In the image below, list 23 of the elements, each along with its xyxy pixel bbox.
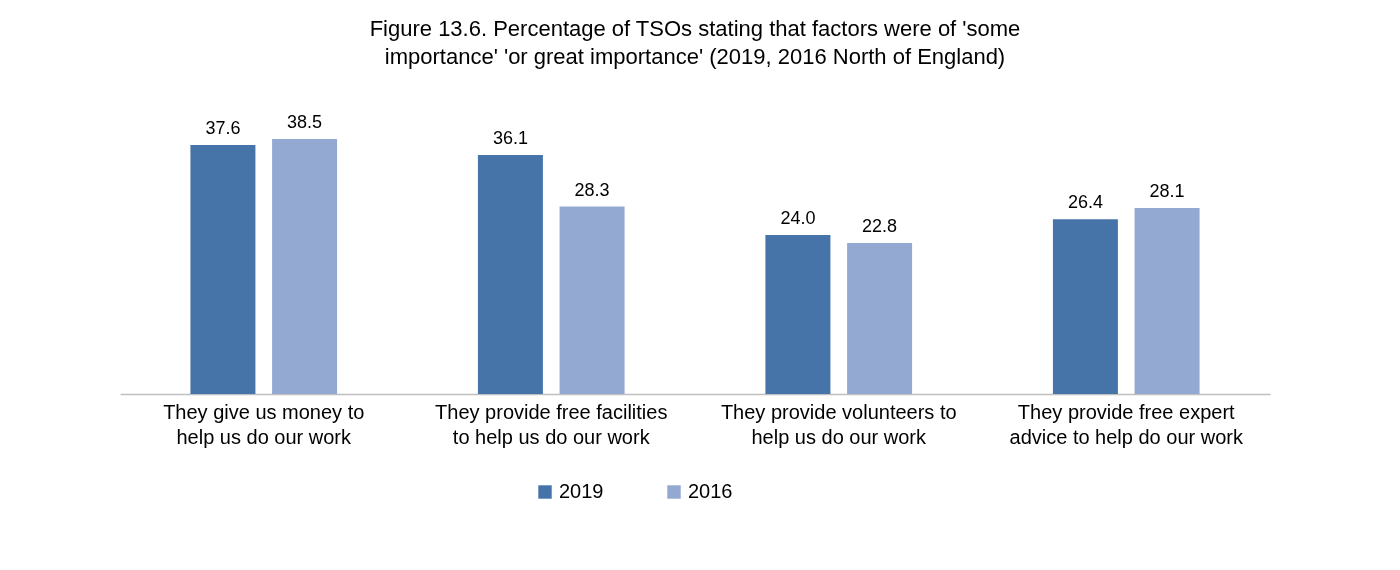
data-label: 28.1 [1149, 180, 1185, 201]
x-tick-label: They provide free expert advice to help do our work [1009, 400, 1244, 448]
bar [1134, 207, 1200, 394]
bar [765, 235, 831, 394]
data-label: 38.5 [287, 112, 323, 132]
bar [190, 144, 256, 394]
x-tick-label: They provide volunteers to help us do our work [720, 400, 957, 448]
x-tick-label: They give us money to help us do our work [163, 400, 365, 448]
bar [847, 242, 913, 394]
x-tick-label: They provide free facilities to help us do our work [435, 400, 668, 448]
data-label: 37.6 [205, 117, 241, 138]
legend-label: 2019 [559, 480, 604, 502]
bar [477, 154, 543, 394]
chart-title: Figure 13.6. Percentage of TSOs stating that factors were of 'some importance' 'or great importance' (2019, 2016 North of England) [369, 16, 1021, 69]
legend-label: 2016 [688, 480, 733, 502]
data-label: 26.4 [1067, 192, 1103, 213]
data-label: 36.1 [492, 127, 528, 148]
data-label: 22.8 [862, 215, 898, 236]
data-label: 24.0 [780, 208, 816, 229]
bar [1052, 219, 1118, 394]
bar [559, 206, 625, 394]
data-label: 28.3 [574, 179, 610, 200]
bar [272, 139, 338, 394]
